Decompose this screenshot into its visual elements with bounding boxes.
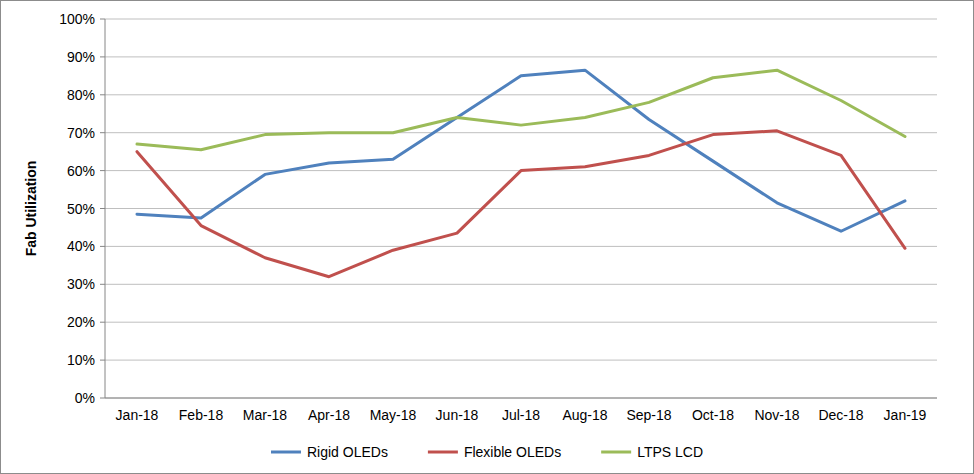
series-line <box>137 131 905 277</box>
x-tick-label: Jun-18 <box>436 407 479 423</box>
x-tick-label: Sep-18 <box>626 407 671 423</box>
chart-border <box>1 1 974 474</box>
y-tick <box>100 94 105 95</box>
y-tick-label: 60% <box>67 163 95 179</box>
legend-swatch <box>428 451 458 454</box>
x-tick-label: Feb-18 <box>179 407 224 423</box>
series-line <box>137 70 905 231</box>
chart: 0% 10% 20% 30% 40% 50% 60% 70% 80% 90% 100% Fab Uti… <box>0 0 974 474</box>
legend-label: LTPS LCD <box>637 444 703 460</box>
grid-line <box>105 284 937 285</box>
x-tick-label: May-18 <box>370 407 417 423</box>
x-tick-label: Dec-18 <box>818 407 863 423</box>
legend-label: Flexible OLEDs <box>464 444 561 460</box>
y-tick <box>100 132 105 133</box>
y-tick-label: 20% <box>67 314 95 330</box>
y-tick <box>100 284 105 285</box>
y-tick-label: 80% <box>67 87 95 103</box>
y-tick-label: 0% <box>75 390 95 406</box>
y-tick-label: 100% <box>59 11 95 27</box>
grid-line <box>105 56 937 57</box>
x-tick-label: Aug-18 <box>562 407 607 423</box>
legend: Rigid OLEDs Flexible OLEDs LTPS LCD <box>271 444 703 460</box>
y-axis-title: Fab Utilization <box>23 161 39 257</box>
legend-swatch <box>271 451 301 454</box>
y-tick-label: 40% <box>67 238 95 254</box>
x-axis <box>105 398 937 399</box>
y-tick-label: 90% <box>67 49 95 65</box>
y-tick <box>100 398 105 399</box>
plot-area <box>137 70 905 277</box>
series-line <box>137 70 905 150</box>
x-tick-label: Oct-18 <box>692 407 734 423</box>
y-tick <box>100 19 105 20</box>
y-tick-label: 70% <box>67 125 95 141</box>
grid-line <box>105 208 937 209</box>
x-tick-label: Jul-18 <box>502 407 540 423</box>
legend-label: Rigid OLEDs <box>307 444 388 460</box>
x-tick-label: Jan-18 <box>116 407 159 423</box>
y-tick <box>100 170 105 171</box>
y-tick <box>100 56 105 57</box>
grid-line <box>105 398 937 399</box>
legend-swatch <box>601 451 631 454</box>
y-tick <box>100 208 105 209</box>
y-tick <box>100 322 105 323</box>
grid-line <box>105 246 937 247</box>
x-tick-label: Apr-18 <box>308 407 350 423</box>
y-tick-label: 30% <box>67 276 95 292</box>
y-axis <box>105 19 106 398</box>
grid-line <box>105 94 937 95</box>
y-tick-label: 10% <box>67 352 95 368</box>
grid-line <box>105 19 937 20</box>
grid-line <box>105 322 937 323</box>
y-tick-label: 50% <box>67 201 95 217</box>
y-tick <box>100 360 105 361</box>
x-tick-label: Mar-18 <box>243 407 288 423</box>
grid-line <box>105 132 937 133</box>
x-tick-label: Jan-19 <box>884 407 927 423</box>
grid-line <box>105 360 937 361</box>
x-tick-label: Nov-18 <box>754 407 799 423</box>
y-tick <box>100 246 105 247</box>
